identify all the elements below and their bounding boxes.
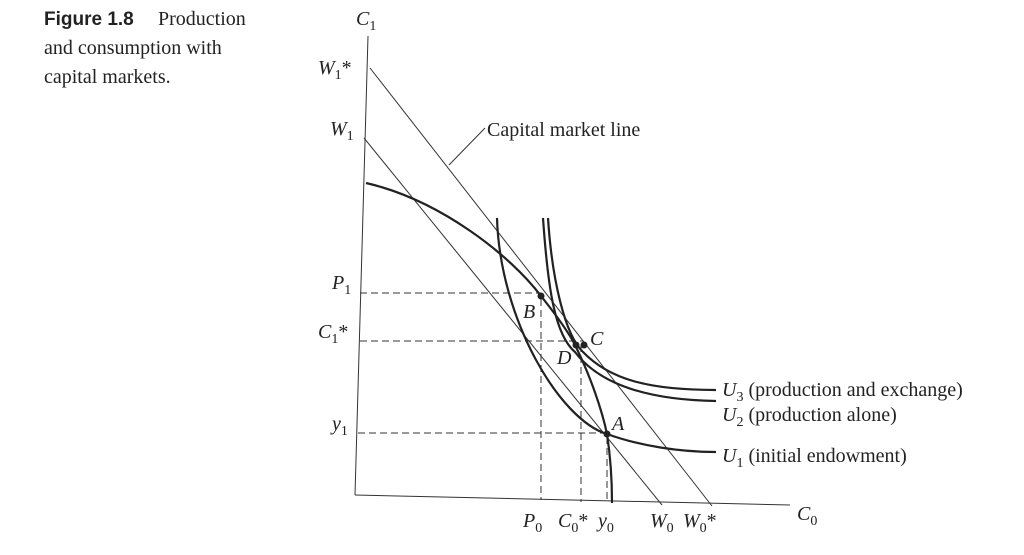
label-suffix: * — [578, 510, 588, 532]
point-label: C — [590, 328, 604, 350]
label-main: C — [590, 328, 604, 350]
label-main: U — [722, 404, 738, 426]
curve-label: Capital market line — [487, 119, 640, 141]
label-sub: 0 — [571, 521, 578, 536]
axis-label: W0 — [650, 510, 674, 536]
curve-label: U2 (production alone) — [722, 404, 897, 430]
indifference-curve — [541, 217, 717, 403]
label-main: A — [610, 413, 625, 435]
curve-label: U1 (initial endowment) — [722, 445, 907, 471]
label-main: C — [797, 503, 811, 525]
guide-line — [358, 432, 608, 503]
label-sub: 1 — [331, 332, 338, 347]
indifference-curve — [546, 217, 717, 392]
label-suffix: (production and exchange) — [743, 379, 962, 401]
label-sub: 0 — [607, 521, 614, 536]
label-sub: 1 — [335, 68, 342, 83]
label-sub: 0 — [535, 521, 542, 536]
axis-label: W1* — [318, 57, 352, 83]
label-sub: 1 — [347, 129, 354, 144]
axis-label: C0* — [558, 510, 588, 536]
caption-line: capital markets. — [44, 66, 171, 88]
label-sub: 1 — [344, 283, 351, 298]
indifference-curve — [495, 217, 717, 454]
guide-line — [360, 292, 542, 500]
label-main: y — [330, 413, 341, 435]
label-main: B — [523, 301, 535, 323]
label-sub: 1 — [341, 424, 348, 439]
point-label: D — [556, 347, 572, 369]
y-axis — [354, 35, 369, 496]
label-main: W — [650, 510, 669, 532]
label-suffix: * — [342, 57, 352, 79]
production-frontier — [365, 181, 614, 504]
caption-line: Production — [158, 8, 246, 30]
figure-number: Figure 1.8 — [44, 9, 134, 30]
label-sub: 1 — [736, 456, 743, 471]
caption-line: and consumption with — [44, 37, 222, 59]
label-main: y — [596, 510, 607, 532]
point — [537, 292, 545, 300]
point — [603, 430, 611, 438]
label-main: W — [318, 57, 337, 79]
point — [580, 341, 588, 349]
axis-label: y1 — [330, 413, 348, 439]
capital-market-line — [363, 137, 663, 506]
label-main: C — [356, 8, 370, 30]
axis-label: C1 — [356, 8, 376, 34]
axis-label: C1* — [318, 321, 348, 347]
label-main: D — [556, 347, 572, 369]
label-sub: 2 — [736, 415, 743, 430]
label-suffix: * — [707, 510, 717, 532]
label-main: U — [722, 445, 738, 467]
leader-line — [448, 127, 486, 166]
label-main: W — [683, 510, 702, 532]
label-sub: 0 — [700, 521, 707, 536]
label-sub: 0 — [810, 514, 817, 529]
label-sub: 3 — [736, 390, 743, 405]
axis-label: P1 — [331, 272, 351, 298]
curve-label: U3 (production and exchange) — [722, 379, 963, 405]
x-axis — [354, 494, 791, 506]
label-sub: 0 — [667, 521, 674, 536]
axis-label: C0 — [797, 503, 817, 529]
point-label: A — [610, 413, 625, 435]
axis-label: W1 — [330, 118, 354, 144]
label-sub: 1 — [369, 19, 376, 34]
axis-label: P0 — [522, 510, 542, 536]
point — [572, 341, 580, 349]
label-main: C — [318, 321, 332, 343]
label-main: P — [522, 510, 535, 532]
capital-market-line — [369, 67, 713, 507]
label-main: P — [331, 272, 344, 294]
label-suffix: (production alone) — [743, 404, 896, 426]
label-suffix: (initial endowment) — [743, 445, 906, 467]
label-main: W — [330, 118, 349, 140]
point-label: B — [523, 301, 535, 323]
label-suffix: * — [338, 321, 348, 343]
label-main: C — [558, 510, 572, 532]
axis-label: y0 — [596, 510, 614, 536]
label-main: U — [722, 379, 738, 401]
axis-label: W0* — [683, 510, 717, 536]
